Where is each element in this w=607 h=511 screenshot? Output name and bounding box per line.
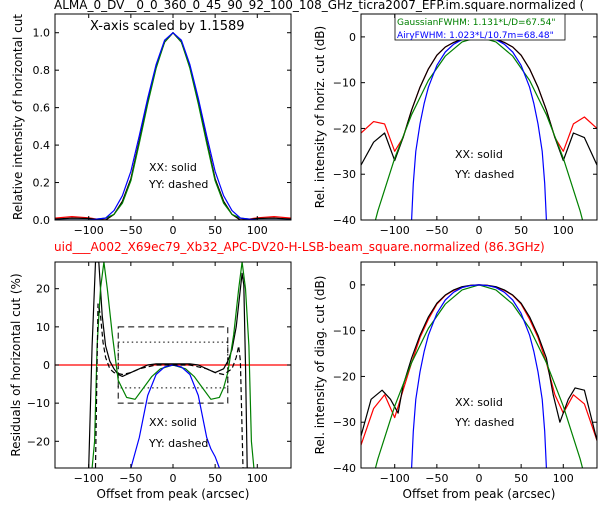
- series-line-3: [55, 32, 291, 220]
- x-tick-label: 0: [170, 472, 177, 485]
- threshold-box-1: [117, 341, 229, 389]
- x-tick-label: −50: [425, 472, 448, 485]
- y-tick-label: 0.4: [33, 139, 51, 152]
- panel-horizontal-db: −100 −50 0 50 100 0 −10 −20 −30 −40 Rel. intensit…: [313, 13, 598, 237]
- panel-horizontal-linear-ylabel: Relative intensity of horizontal cut: [11, 14, 25, 220]
- x-tick-label: −100: [380, 224, 410, 237]
- xx-solid-note: XX: solid: [455, 148, 503, 161]
- y-tick-label: 0: [349, 31, 356, 44]
- panel-residuals-ylabel: Residuals of horizontal cut (%): [9, 273, 23, 456]
- series-line-2: [55, 32, 291, 220]
- panel-diagonal-db-xlabel: Offset from peak (arcsec): [403, 487, 556, 501]
- y-tick-label: −30: [333, 168, 356, 181]
- panel-residuals-series: [55, 262, 291, 468]
- figure-title-mid: uid___A002_X69ec79_Xb32_APC-DV20-H-LSB-b…: [54, 240, 545, 254]
- yy-dashed-note: YY: dashed: [454, 416, 514, 429]
- xx-solid-note: XX: solid: [149, 416, 197, 429]
- series-line-1: [88, 262, 251, 468]
- panel-residuals-xlabel: Offset from peak (arcsec): [97, 487, 250, 501]
- panel-horizontal-linear-series: [55, 32, 291, 220]
- x-tick-label: 50: [514, 472, 528, 485]
- x-tick-label: −100: [380, 472, 410, 485]
- xx-solid-note: XX: solid: [149, 161, 197, 174]
- x-tick-label: 50: [514, 224, 528, 237]
- y-tick-label: 0.0: [33, 214, 51, 227]
- series-line-3: [411, 284, 547, 468]
- series-line-0: [361, 36, 597, 152]
- legend-airy: AiryFWHM: 1.023*L/10.7m=68.48": [397, 31, 554, 41]
- series-line-4: [94, 303, 248, 468]
- y-tick-label: −40: [333, 214, 356, 227]
- x-tick-label: −50: [119, 224, 142, 237]
- panel-horizontal-db-ylabel: Rel. intensity of horiz. cut (dB): [313, 26, 327, 208]
- y-tick-label: 20: [36, 283, 50, 296]
- y-tick-label: 0.2: [33, 177, 51, 190]
- legend-gaussian: GaussianFWHM: 1.131*L/D=67.54": [397, 18, 555, 28]
- panel-horizontal-db-frame: [360, 13, 598, 221]
- x-tick-label: 0: [170, 224, 177, 237]
- y-tick-label: 0: [43, 359, 50, 372]
- x-tick-label: 0: [476, 224, 483, 237]
- y-tick-label: −20: [333, 370, 356, 383]
- y-tick-label: −30: [333, 416, 356, 429]
- y-tick-label: 0: [349, 279, 356, 292]
- yy-dashed-note: YY: dashed: [148, 437, 208, 450]
- y-tick-label: −10: [27, 397, 50, 410]
- x-scale-note: X-axis scaled by 1.1589: [90, 19, 245, 34]
- panel-diagonal-db-series: [361, 284, 597, 468]
- panel-diagonal-db-frame: [360, 261, 598, 469]
- xx-solid-note: XX: solid: [455, 396, 503, 409]
- x-tick-label: −50: [119, 472, 142, 485]
- x-tick-label: 50: [208, 224, 222, 237]
- x-tick-label: −100: [74, 472, 104, 485]
- legend-box: [394, 13, 566, 41]
- y-tick-label: 10: [36, 321, 50, 334]
- x-tick-label: 100: [553, 472, 574, 485]
- x-tick-label: 50: [208, 472, 222, 485]
- y-tick-label: 1.0: [33, 27, 51, 40]
- x-tick-label: 100: [247, 472, 268, 485]
- y-tick-label: −10: [333, 77, 356, 90]
- y-tick-label: −40: [333, 462, 356, 475]
- y-tick-label: 0.6: [33, 102, 51, 115]
- yy-dashed-note: YY: dashed: [454, 168, 514, 181]
- series-line-1: [55, 32, 291, 220]
- x-tick-label: 100: [247, 224, 268, 237]
- series-line-0: [55, 32, 291, 220]
- yy-dashed-note: YY: dashed: [148, 178, 208, 191]
- x-tick-label: −50: [425, 224, 448, 237]
- figure-title-top: ALMA_0_DV__0_0_360_0_45_90_92_100_108_GH…: [54, 0, 584, 12]
- x-tick-label: −100: [74, 224, 104, 237]
- panel-horizontal-linear: −100 −50 0 50 100 0.0 0.2 0.4 0.6 0.8 1.0 Relative…: [11, 13, 292, 237]
- series-line-3: [130, 364, 220, 468]
- panel-diagonal-db-ylabel: Rel. intensity of diag. cut (dB): [313, 276, 327, 455]
- x-tick-label: 100: [553, 224, 574, 237]
- y-tick-label: 0.8: [33, 64, 51, 77]
- series-line-1: [361, 36, 597, 166]
- y-tick-label: −20: [333, 122, 356, 135]
- x-tick-label: 0: [476, 472, 483, 485]
- panel-diagonal-db: −100 −50 0 50 100 0 −10 −20 −30 −40 Rel. intensit…: [313, 261, 598, 501]
- y-tick-label: −20: [27, 435, 50, 448]
- y-tick-label: −10: [333, 325, 356, 338]
